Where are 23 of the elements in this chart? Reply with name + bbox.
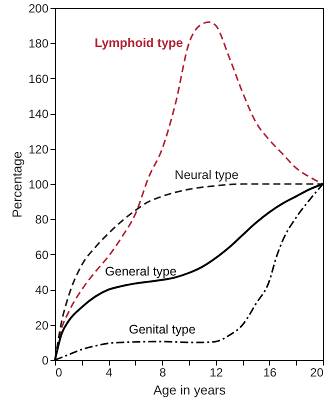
y-tick-label: 40 — [35, 283, 49, 298]
y-tick-label: 200 — [28, 2, 49, 16]
series-label: Neural type — [174, 168, 239, 182]
x-tick-label: 0 — [56, 366, 62, 380]
x-tick-label: 8 — [159, 366, 166, 380]
series-label: Genital type — [128, 322, 196, 337]
y-tick-label: 100 — [28, 178, 49, 192]
y-tick-label: 140 — [28, 107, 49, 122]
y-tick-label: 120 — [28, 142, 49, 156]
x-axis-title: Age in years — [153, 382, 226, 398]
y-tick-label: 160 — [28, 72, 49, 86]
y-tick-label: 0 — [42, 354, 49, 368]
y-tick-label: 80 — [35, 212, 49, 227]
series-label: Lymphoid type — [94, 36, 184, 50]
y-tick-label: 60 — [35, 248, 49, 262]
y-tick-label: 180 — [28, 36, 49, 51]
y-axis-title: Percentage — [9, 151, 24, 218]
x-tick-label: 16 — [263, 366, 277, 380]
y-tick-label: 20 — [35, 318, 49, 332]
x-tick-label: 12 — [210, 366, 224, 380]
series-label: General type — [105, 264, 177, 279]
x-tick-label: 20 — [310, 366, 324, 380]
x-tick-label: 4 — [106, 366, 113, 380]
